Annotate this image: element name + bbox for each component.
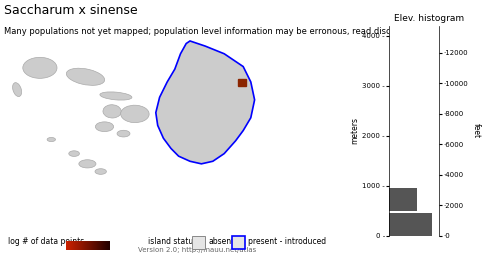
Ellipse shape xyxy=(96,122,114,132)
Ellipse shape xyxy=(47,137,56,142)
Ellipse shape xyxy=(79,160,96,168)
Text: Version 2.0; http://mauu.net/atlas: Version 2.0; http://mauu.net/atlas xyxy=(138,248,256,253)
Bar xyxy=(389,212,432,236)
Ellipse shape xyxy=(103,105,121,118)
Ellipse shape xyxy=(69,151,80,156)
Text: island status: island status xyxy=(148,237,198,247)
Text: absent: absent xyxy=(208,237,234,247)
Bar xyxy=(232,236,245,249)
Polygon shape xyxy=(156,41,254,164)
Text: Many populations not yet mapped; population level information may be erronous, r: Many populations not yet mapped; populat… xyxy=(4,27,425,36)
Ellipse shape xyxy=(120,105,149,123)
Bar xyxy=(238,79,246,86)
Text: present - introduced: present - introduced xyxy=(248,237,326,247)
Ellipse shape xyxy=(12,83,22,97)
Ellipse shape xyxy=(117,130,130,137)
Ellipse shape xyxy=(23,57,57,78)
Y-axis label: meters: meters xyxy=(350,117,360,144)
Ellipse shape xyxy=(66,68,104,85)
Bar xyxy=(389,188,416,210)
Text: Elev. histogram: Elev. histogram xyxy=(394,14,464,24)
Text: Saccharum x sinense: Saccharum x sinense xyxy=(4,4,138,17)
Ellipse shape xyxy=(95,169,106,174)
Bar xyxy=(192,236,205,249)
Ellipse shape xyxy=(100,92,132,100)
Text: log # of data points: log # of data points xyxy=(8,237,84,247)
Y-axis label: feet: feet xyxy=(472,123,481,138)
